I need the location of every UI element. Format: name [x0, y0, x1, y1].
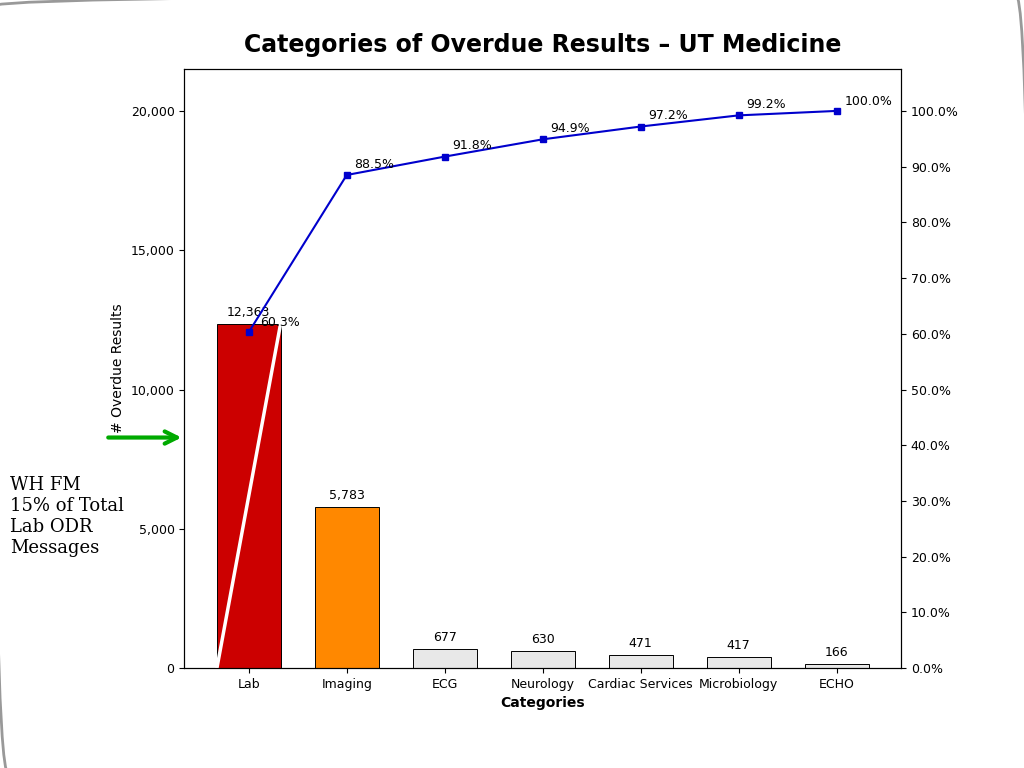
Bar	[315, 507, 379, 668]
Bar	[511, 650, 574, 668]
Bar	[609, 655, 673, 668]
Bar	[217, 323, 281, 668]
Text: 166: 166	[825, 646, 849, 658]
Y-axis label: # Overdue Results: # Overdue Results	[112, 304, 125, 433]
Text: 88.5%: 88.5%	[354, 157, 394, 170]
Text: 91.8%: 91.8%	[453, 139, 493, 152]
Bar	[805, 664, 868, 668]
Text: 5,783: 5,783	[329, 489, 365, 502]
Text: 94.9%: 94.9%	[551, 122, 590, 135]
Text: 630: 630	[530, 633, 555, 646]
Text: 60.3%: 60.3%	[260, 316, 300, 329]
Text: 677: 677	[433, 631, 457, 644]
Text: 471: 471	[629, 637, 652, 650]
Bar	[707, 657, 770, 668]
Bar	[413, 649, 476, 668]
Text: 417: 417	[727, 638, 751, 651]
X-axis label: Categories: Categories	[501, 697, 585, 710]
Text: 97.2%: 97.2%	[648, 109, 688, 122]
Text: WH FM
15% of Total
Lab ODR
Messages: WH FM 15% of Total Lab ODR Messages	[10, 476, 124, 557]
Title: Categories of Overdue Results – UT Medicine: Categories of Overdue Results – UT Medic…	[244, 34, 842, 58]
Text: 12,363: 12,363	[227, 306, 270, 319]
Text: 100.0%: 100.0%	[845, 95, 892, 108]
Text: 99.2%: 99.2%	[746, 98, 786, 111]
